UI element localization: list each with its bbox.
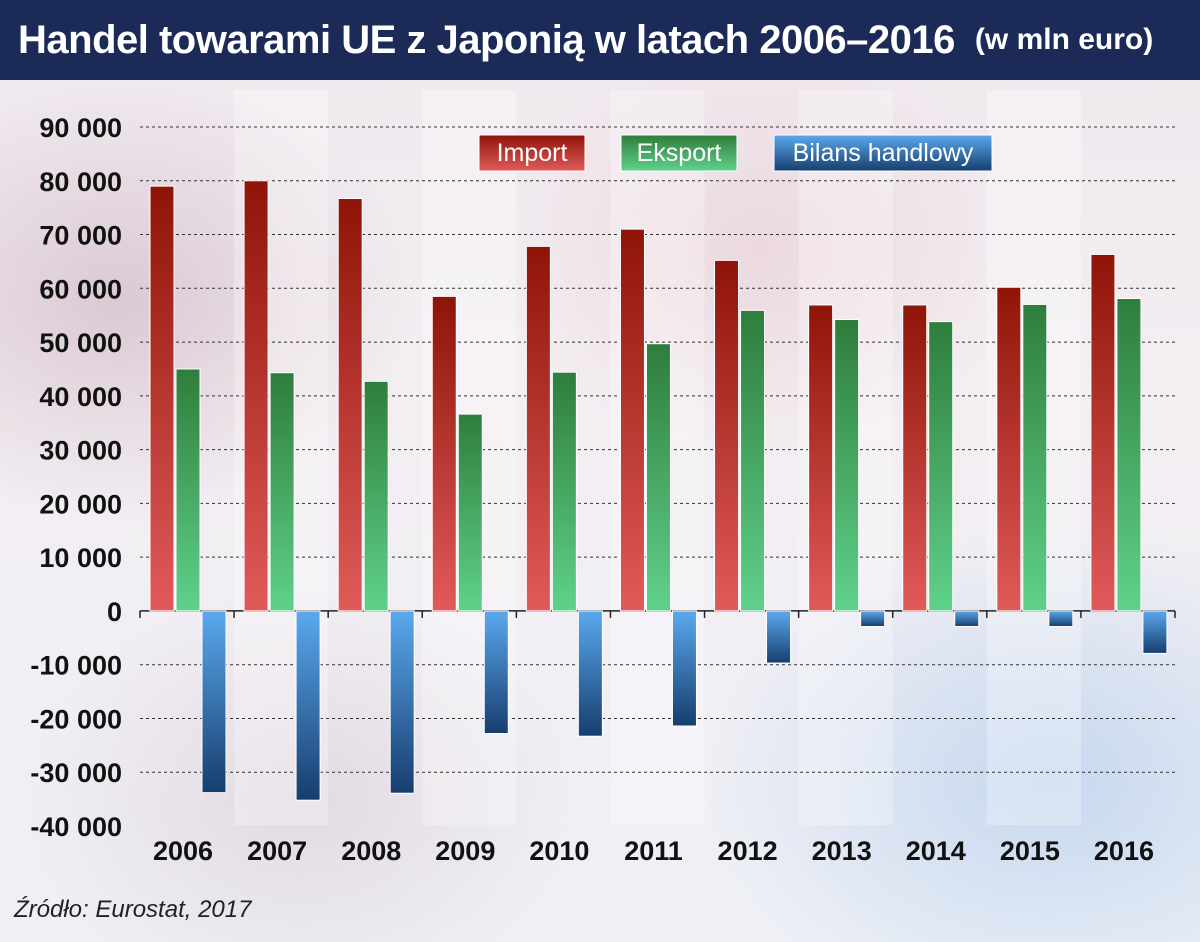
x-tick-label: 2016 <box>1094 836 1154 866</box>
bilans-bar <box>577 610 603 737</box>
bilans-bar <box>671 610 697 727</box>
x-tick-label: 2011 <box>624 836 683 866</box>
y-tick-label: 30 000 <box>39 436 122 466</box>
x-tick-label: 2006 <box>153 836 213 866</box>
y-tick-label: 60 000 <box>39 274 122 304</box>
import-bar <box>619 228 645 612</box>
bilans-bar <box>295 610 321 801</box>
title-bar: Handel towarami UE z Japonią w latach 20… <box>0 0 1200 80</box>
eksport-bar <box>363 380 389 612</box>
eksport-bar <box>834 318 860 612</box>
x-tick-label: 2015 <box>1000 836 1060 866</box>
import-bar <box>243 180 269 612</box>
eksport-bar <box>269 372 295 612</box>
y-tick-label: 40 000 <box>39 382 122 412</box>
bilans-bar <box>954 610 980 628</box>
bilans-bar <box>201 610 227 794</box>
x-tick-label: 2014 <box>906 836 966 866</box>
eksport-bar <box>928 321 954 612</box>
bilans-bar <box>860 610 886 628</box>
import-bar <box>902 304 928 612</box>
legend-label: Bilans handlowy <box>793 139 974 167</box>
eksport-bar <box>457 413 483 612</box>
import-bar <box>149 185 175 612</box>
eksport-bar <box>645 343 671 612</box>
x-tick-label: 2013 <box>812 836 872 866</box>
y-tick-label: -40 000 <box>30 812 122 842</box>
legend-label: Eksport <box>637 139 722 167</box>
eksport-bar <box>175 368 201 612</box>
legend-swatch <box>773 134 993 172</box>
source-note: Źródło: Eurostat, 2017 <box>14 896 252 923</box>
y-tick-label: 80 000 <box>39 167 122 197</box>
x-tick-label: 2008 <box>341 836 401 866</box>
x-tick-label: 2012 <box>718 836 778 866</box>
bar-chart: 90 000 80 000 70 000 60 000 50 000 40 000 30 0… <box>30 90 1176 866</box>
import-bar <box>714 259 740 612</box>
import-bar <box>337 198 363 612</box>
legend-swatch <box>478 134 586 172</box>
x-tick-label: 2010 <box>529 836 589 866</box>
eksport-bar <box>551 371 577 612</box>
eksport-bar <box>1022 303 1048 612</box>
import-bar <box>431 295 457 612</box>
y-tick-label: 0 <box>107 597 122 627</box>
import-bar <box>808 304 834 612</box>
bilans-bar <box>389 610 415 794</box>
chart-title: Handel towarami UE z Japonią w latach 20… <box>18 17 955 62</box>
y-tick-label: 10 000 <box>39 543 122 573</box>
x-tick-label: 2007 <box>247 836 307 866</box>
eksport-bar <box>1116 298 1142 612</box>
bilans-bar <box>766 610 792 664</box>
y-tick-label: -30 000 <box>30 758 122 788</box>
chart-unit: (w mln euro) <box>974 23 1154 56</box>
bilans-bar <box>1142 610 1168 654</box>
y-tick-label: 50 000 <box>39 328 122 358</box>
y-tick-label: -20 000 <box>30 704 122 734</box>
eksport-bar <box>740 309 766 612</box>
legend-swatch <box>620 134 738 172</box>
y-tick-label: -10 000 <box>30 651 122 681</box>
x-tick-label: 2009 <box>435 836 495 866</box>
import-bar <box>996 286 1022 612</box>
bilans-bar <box>483 610 509 735</box>
y-tick-label: 90 000 <box>39 113 122 143</box>
bilans-bar <box>1048 610 1074 628</box>
import-bar <box>525 245 551 612</box>
legend-label: Import <box>497 139 568 167</box>
import-bar <box>1090 253 1116 612</box>
y-tick-label: 20 000 <box>39 489 122 519</box>
y-tick-label: 70 000 <box>39 221 122 251</box>
